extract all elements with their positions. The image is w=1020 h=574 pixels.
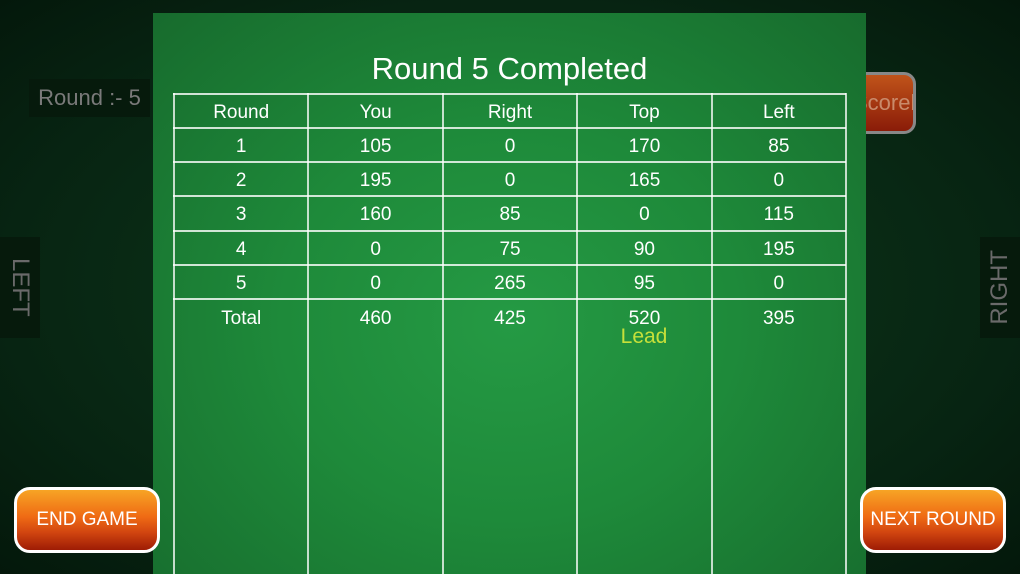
table-row: 4 0 75 90 195 bbox=[174, 233, 846, 267]
row-divider bbox=[173, 93, 846, 95]
next-round-button[interactable]: NEXT ROUND bbox=[860, 487, 1006, 553]
cell: 0 bbox=[773, 170, 785, 191]
cell: 0 bbox=[370, 239, 381, 260]
cell: 115 bbox=[763, 204, 794, 225]
cell: 0 bbox=[639, 204, 650, 225]
column-divider bbox=[576, 93, 578, 574]
cell: 5 bbox=[235, 273, 247, 294]
cell: 265 bbox=[494, 273, 526, 294]
cell: 425 bbox=[494, 308, 526, 329]
cell: Total bbox=[221, 308, 262, 329]
right-label-text: RIGHT bbox=[986, 250, 1013, 325]
cell: 520 bbox=[628, 308, 661, 329]
cell: 4 bbox=[235, 239, 247, 260]
left-player-label: LEFT bbox=[0, 237, 40, 338]
cell: 95 bbox=[633, 273, 655, 294]
cell: 85 bbox=[499, 204, 521, 225]
cell: 395 bbox=[762, 308, 795, 329]
table-row: 2 195 0 165 0 bbox=[174, 164, 846, 198]
cell: 165 bbox=[628, 170, 661, 191]
table-row: 1 105 0 170 85 bbox=[174, 130, 846, 164]
dialog-title: Round 5 Completed bbox=[371, 51, 648, 86]
round-summary-dialog: Round 5 Completed Round You Right Top Le… bbox=[153, 13, 866, 574]
table-header: Round You Right Top Left bbox=[174, 96, 846, 130]
column-divider bbox=[442, 93, 444, 574]
header-you: You bbox=[359, 102, 392, 123]
column-divider bbox=[711, 93, 713, 574]
row-divider bbox=[173, 195, 846, 197]
header-left: Left bbox=[762, 102, 795, 123]
cell: 0 bbox=[504, 170, 516, 191]
cell: 460 bbox=[359, 308, 392, 329]
header-right: Right bbox=[487, 102, 533, 123]
cell: 3 bbox=[235, 204, 247, 225]
cell: 85 bbox=[768, 136, 790, 157]
cell: 195 bbox=[359, 170, 392, 191]
cell: 160 bbox=[359, 204, 392, 225]
header-top: Top bbox=[629, 102, 660, 123]
column-divider bbox=[845, 93, 847, 574]
table-row: 5 0 265 95 0 bbox=[174, 267, 846, 301]
cell: 2 bbox=[235, 170, 247, 191]
cell: 0 bbox=[370, 273, 381, 294]
left-label-text: LEFT bbox=[7, 258, 34, 317]
row-divider bbox=[173, 161, 846, 163]
row-divider bbox=[173, 127, 846, 129]
row-divider bbox=[173, 298, 846, 300]
row-divider bbox=[173, 230, 846, 232]
lead-badge: Lead bbox=[620, 325, 668, 348]
cell: 0 bbox=[773, 273, 785, 294]
end-game-button[interactable]: END GAME bbox=[14, 487, 160, 553]
cell: 170 bbox=[628, 136, 661, 157]
table-row: 3 160 85 0 115 bbox=[174, 198, 846, 232]
cell: 1 bbox=[235, 136, 247, 157]
cell: 90 bbox=[633, 239, 655, 260]
cell: 75 bbox=[499, 239, 521, 260]
header-round: Round bbox=[213, 102, 270, 123]
cell: 105 bbox=[359, 136, 392, 157]
round-indicator: Round :- 5 bbox=[29, 79, 150, 117]
cell: 195 bbox=[762, 239, 795, 260]
right-player-label: RIGHT bbox=[980, 237, 1020, 338]
column-divider bbox=[307, 93, 309, 574]
column-divider bbox=[173, 93, 175, 574]
cell: 0 bbox=[504, 136, 516, 157]
total-row: Total 460 425 520 395 bbox=[174, 302, 846, 336]
row-divider bbox=[173, 264, 846, 266]
